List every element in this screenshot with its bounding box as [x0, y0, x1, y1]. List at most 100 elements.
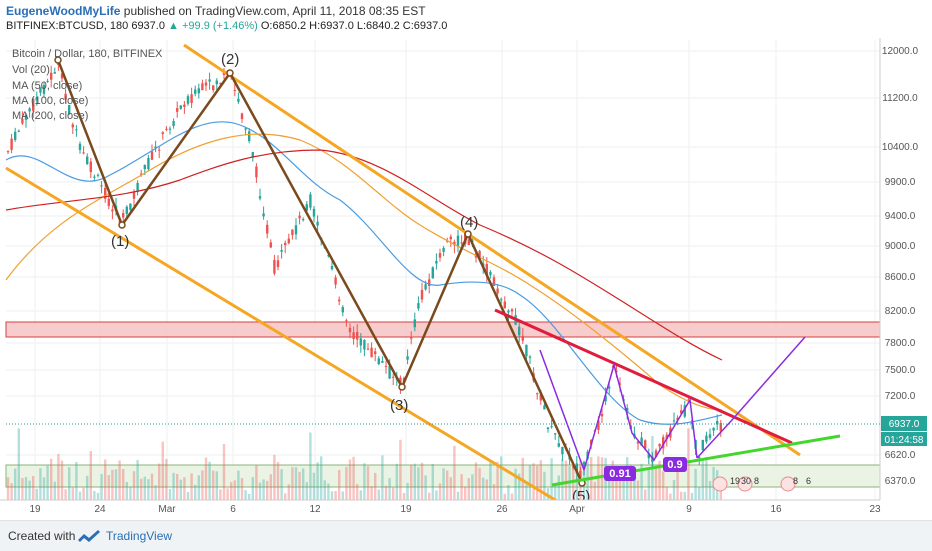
volume-bar — [575, 478, 578, 500]
volume-bar — [514, 468, 517, 500]
volume-bar — [219, 489, 222, 500]
candle-body — [435, 261, 438, 264]
author-link[interactable]: EugeneWoodMyLife — [6, 4, 121, 18]
volume-bar — [212, 470, 215, 500]
volume-bar — [78, 491, 82, 500]
price-tick-label: 8600.0 — [885, 272, 916, 283]
candle-body — [687, 399, 690, 401]
tradingview-link[interactable]: TradingView — [106, 529, 173, 543]
volume-bar — [464, 486, 467, 500]
volume-bar — [694, 468, 697, 500]
candle-body — [143, 164, 146, 170]
wave-point — [398, 383, 406, 391]
candle-body — [316, 221, 319, 226]
candle-body — [298, 215, 301, 219]
price-axis-labels: 12000.0 11200.0 10400.0 9900.0 9400.0 9000.0 8… — [882, 46, 919, 487]
volume-bar — [251, 477, 254, 500]
candle-body — [280, 249, 283, 252]
volume-bar — [647, 469, 650, 500]
candle-body — [251, 152, 254, 158]
candle-body — [413, 319, 416, 328]
candle-body — [417, 303, 420, 309]
ratio-label-2: 0.9 — [667, 459, 682, 471]
candle-body — [60, 73, 64, 79]
time-axis[interactable] — [0, 500, 932, 520]
candle-body — [204, 82, 208, 86]
wave-point — [54, 56, 62, 64]
candle-body — [424, 284, 427, 290]
candle-body — [215, 80, 218, 85]
tradingview-logo-icon[interactable] — [76, 528, 102, 544]
candle-body — [71, 124, 74, 128]
volume-bar — [176, 473, 179, 500]
candle-body — [647, 453, 650, 459]
volume-bar — [186, 492, 190, 500]
candle-body — [381, 361, 384, 363]
chart-header: EugeneWoodMyLife published on TradingVie… — [0, 0, 932, 38]
volume-bar — [330, 491, 334, 500]
candle-body — [701, 439, 704, 451]
candle-body — [489, 271, 492, 276]
volume-bar — [705, 456, 708, 500]
volume-bar — [489, 460, 492, 500]
volume-bar — [381, 455, 384, 500]
volume-bar — [132, 471, 136, 500]
candle-body — [46, 80, 49, 82]
volume-bar — [510, 493, 514, 500]
candle-body — [698, 456, 701, 459]
candle-body — [244, 128, 247, 130]
event-count: 8 — [754, 476, 759, 486]
candle-body — [100, 185, 103, 187]
volume-bar — [600, 457, 604, 500]
volume-bar — [345, 466, 348, 500]
candle-body — [50, 72, 53, 80]
volume-bar — [284, 493, 287, 500]
volume-bar — [701, 459, 704, 500]
volume-bar — [316, 462, 319, 500]
volume-bar — [222, 443, 226, 500]
volume-bar — [687, 428, 690, 500]
wave-label-4: (4) — [460, 214, 478, 231]
candle-body — [140, 173, 143, 175]
abcde-pattern — [539, 349, 698, 473]
candle-body — [683, 405, 686, 417]
time-tick-label: 9 — [686, 504, 692, 515]
volume-bar — [618, 468, 622, 500]
time-tick-label: 23 — [869, 504, 881, 515]
candle-body — [197, 88, 200, 94]
candle-body — [104, 187, 107, 199]
volume-bar — [363, 463, 366, 500]
volume-bar — [125, 482, 128, 500]
candle-body — [636, 441, 640, 444]
price-tick-label: 11200.0 — [882, 93, 918, 104]
volume-bar — [467, 478, 470, 500]
volume-bar — [276, 462, 280, 500]
candle-body — [122, 213, 125, 218]
volume-bar — [392, 487, 395, 500]
volume-bar — [348, 459, 352, 500]
volume-bar — [680, 491, 683, 500]
volume-bar — [129, 487, 132, 500]
volume-bar — [42, 477, 46, 500]
volume-bar — [197, 475, 200, 500]
event-markers[interactable]: 19 30 8 8 6 — [712, 476, 811, 492]
volume-bar — [539, 460, 542, 500]
volume-bar — [24, 477, 28, 500]
price-chart[interactable]: (1) (2) (3) (4) (5) 0.91 0.9 19 30 8 8 6… — [0, 38, 932, 520]
candle-body — [129, 203, 132, 210]
candle-body — [521, 335, 524, 341]
volume-bar — [460, 474, 463, 500]
volume-bar — [287, 484, 290, 500]
event-count: 30 — [741, 476, 751, 486]
time-tick-label: 19 — [400, 504, 412, 515]
candle-body — [17, 130, 20, 132]
legend-title: Bitcoin / Dollar, 180, BITFINEX — [12, 48, 163, 60]
volume-bar — [179, 479, 182, 500]
time-tick-label: 19 — [29, 504, 41, 515]
candle-body — [525, 344, 528, 357]
volume-bar — [478, 467, 481, 500]
candle-body — [654, 450, 658, 457]
wave-points — [54, 56, 586, 487]
volume-bar — [492, 484, 496, 500]
triangle-lower-line — [551, 434, 841, 487]
